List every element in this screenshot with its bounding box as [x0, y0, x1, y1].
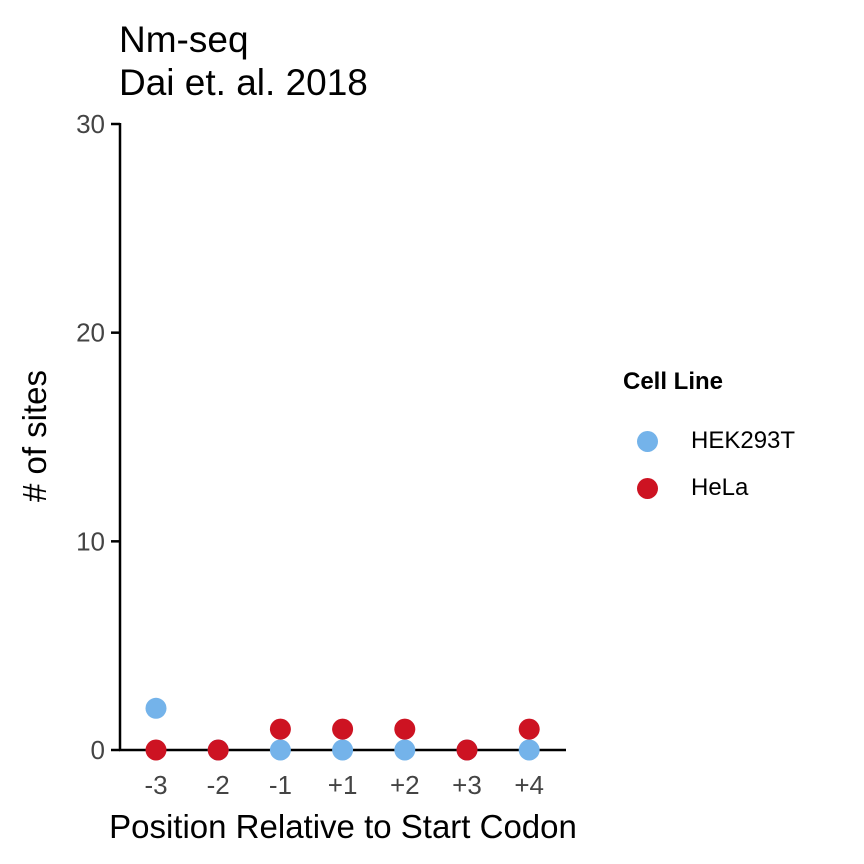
y-tick-label: 30 [76, 109, 105, 139]
legend-dot-icon [637, 430, 658, 452]
y-tick-label: 20 [76, 318, 105, 348]
legend-item-hek293t: HEK293T [633, 427, 795, 455]
data-point-hela [269, 718, 291, 740]
data-point-hek293t [394, 739, 416, 761]
data-point-hela [145, 739, 167, 761]
data-point-hek293t [269, 739, 291, 761]
x-tick-label: +3 [452, 770, 482, 800]
data-point-hela [332, 718, 354, 740]
axes-group: 0 10 20 30 -3 -2 -1 +1 +2 +3 +4 [76, 109, 566, 800]
y-axis-label: # of sites [16, 370, 53, 502]
legend-dot-icon [637, 477, 658, 499]
data-point-hela [456, 739, 478, 761]
data-point-hek293t [332, 739, 354, 761]
data-point-hek293t [145, 697, 167, 719]
x-axis-label: Position Relative to Start Codon [109, 808, 577, 845]
data-points-group [145, 697, 540, 761]
legend-label: HEK293T [691, 427, 796, 454]
x-tick-label: -2 [207, 770, 230, 800]
data-point-hela [394, 718, 416, 740]
chart-title: Nm-seq [119, 19, 249, 60]
legend-title: Cell Line [623, 368, 724, 395]
data-point-hela [207, 739, 229, 761]
x-tick-label: -3 [144, 770, 167, 800]
y-tick-label: 0 [91, 735, 105, 765]
data-point-hek293t [518, 739, 540, 761]
legend-label: HeLa [691, 474, 749, 501]
x-tick-label: +4 [514, 770, 544, 800]
y-tick-label: 10 [76, 526, 105, 556]
x-tick-label: +2 [390, 770, 420, 800]
x-tick-label: +1 [328, 770, 358, 800]
x-tick-label: -1 [269, 770, 292, 800]
data-point-hela [518, 718, 540, 740]
chart-subtitle: Dai et. al. 2018 [119, 62, 368, 103]
legend-item-hela: HeLa [633, 474, 748, 502]
